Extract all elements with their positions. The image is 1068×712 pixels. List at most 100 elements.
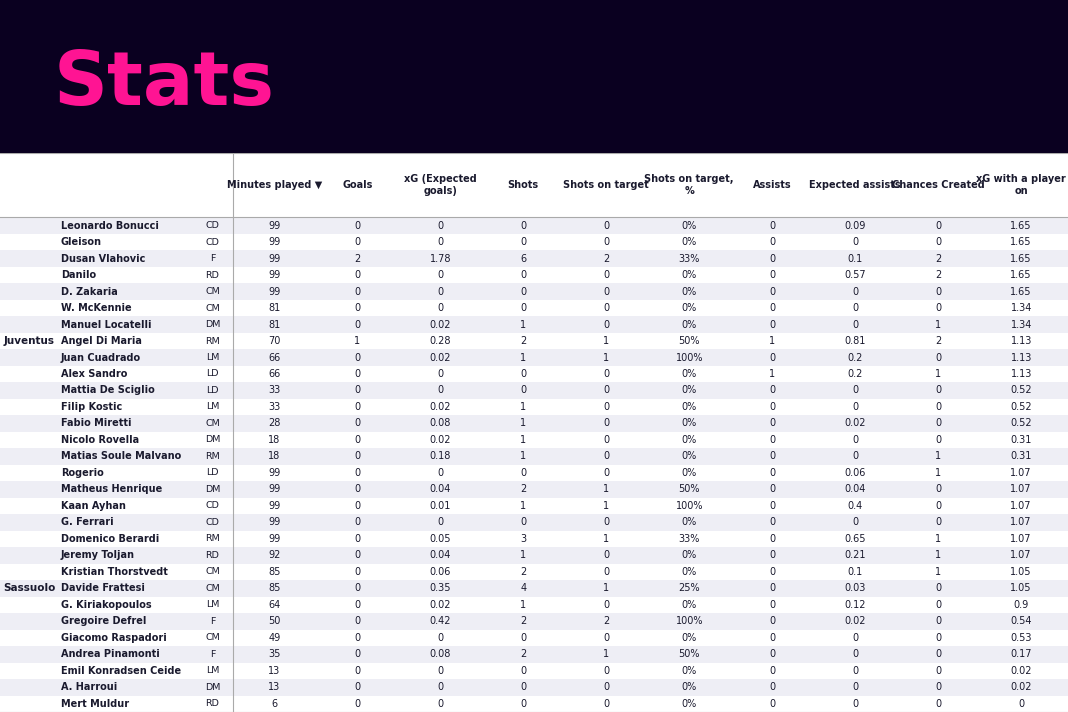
Text: 0: 0	[603, 221, 610, 231]
Text: 0: 0	[603, 666, 610, 676]
Text: Assists: Assists	[753, 180, 791, 190]
Bar	[0, 382, 1068, 399]
Text: 2: 2	[520, 484, 527, 494]
Text: 0: 0	[936, 419, 941, 429]
Text: DM: DM	[205, 436, 220, 444]
Text: Shots on target: Shots on target	[564, 180, 649, 190]
Bar	[0, 153, 1068, 217]
Text: 0.31: 0.31	[1010, 451, 1032, 461]
Text: 0: 0	[520, 385, 527, 395]
Text: 3: 3	[520, 534, 527, 544]
Bar	[0, 580, 1068, 597]
Bar	[0, 431, 1068, 448]
Text: 0: 0	[355, 698, 360, 708]
Text: Chances Created: Chances Created	[892, 180, 985, 190]
Text: 0: 0	[936, 518, 941, 528]
Text: 0.1: 0.1	[848, 567, 863, 577]
Text: 4: 4	[520, 583, 527, 593]
Text: 85: 85	[268, 567, 281, 577]
Text: Goals: Goals	[342, 180, 373, 190]
Text: 0: 0	[936, 286, 941, 297]
Text: 0: 0	[355, 419, 360, 429]
Text: 1.65: 1.65	[1010, 270, 1032, 280]
Text: 0: 0	[437, 303, 443, 313]
Text: 66: 66	[268, 352, 281, 362]
Text: 0: 0	[437, 518, 443, 528]
Text: 0: 0	[355, 385, 360, 395]
Text: 1.05: 1.05	[1010, 583, 1032, 593]
Text: 0: 0	[769, 352, 775, 362]
Text: 0: 0	[520, 698, 527, 708]
Text: 0.02: 0.02	[429, 352, 451, 362]
Text: RD: RD	[206, 271, 219, 280]
Text: 0: 0	[355, 468, 360, 478]
Text: 2: 2	[936, 270, 941, 280]
Bar	[0, 251, 1068, 267]
Text: 1.07: 1.07	[1010, 501, 1032, 511]
Text: DM: DM	[205, 683, 220, 692]
Text: 2: 2	[520, 336, 527, 346]
Text: 99: 99	[268, 484, 281, 494]
Text: 0.28: 0.28	[429, 336, 451, 346]
Text: 0%: 0%	[681, 698, 696, 708]
Bar	[0, 663, 1068, 679]
Text: 0: 0	[355, 320, 360, 330]
Text: 0: 0	[936, 385, 941, 395]
Text: 0%: 0%	[681, 221, 696, 231]
Text: RM: RM	[205, 337, 220, 345]
Text: 0.2: 0.2	[848, 352, 863, 362]
Text: 0.08: 0.08	[429, 419, 451, 429]
Text: 0: 0	[437, 221, 443, 231]
Text: CM: CM	[205, 584, 220, 593]
Text: 0.06: 0.06	[845, 468, 866, 478]
Text: 0: 0	[852, 649, 859, 659]
Text: 99: 99	[268, 221, 281, 231]
Text: 0: 0	[852, 666, 859, 676]
Text: 0: 0	[852, 451, 859, 461]
Text: 0: 0	[769, 303, 775, 313]
Text: Expected assists: Expected assists	[810, 180, 901, 190]
Text: RD: RD	[206, 551, 219, 560]
Text: 2: 2	[936, 336, 941, 346]
Text: 0: 0	[1018, 698, 1024, 708]
Text: Gregoire Defrel: Gregoire Defrel	[61, 617, 146, 627]
Text: 1.65: 1.65	[1010, 221, 1032, 231]
Text: LD: LD	[206, 468, 219, 478]
Text: 0.02: 0.02	[429, 402, 451, 412]
Text: 0.02: 0.02	[1010, 666, 1032, 676]
Text: Minutes played ▼: Minutes played ▼	[226, 180, 321, 190]
Text: 0%: 0%	[681, 518, 696, 528]
Text: 0: 0	[769, 451, 775, 461]
Text: 0: 0	[603, 286, 610, 297]
Text: 0.01: 0.01	[429, 501, 451, 511]
Bar	[0, 300, 1068, 316]
Text: Mert Muldur: Mert Muldur	[61, 698, 129, 708]
Text: 0.18: 0.18	[429, 451, 451, 461]
Text: 0%: 0%	[681, 468, 696, 478]
Text: 0.02: 0.02	[429, 320, 451, 330]
Text: 1: 1	[936, 320, 941, 330]
Text: 0%: 0%	[681, 435, 696, 445]
Text: 1.07: 1.07	[1010, 534, 1032, 544]
Text: 100%: 100%	[675, 501, 703, 511]
Text: 0: 0	[520, 270, 527, 280]
Text: A. Harroui: A. Harroui	[61, 682, 117, 692]
Text: 0: 0	[437, 385, 443, 395]
Text: 0: 0	[769, 385, 775, 395]
Text: 0%: 0%	[681, 550, 696, 560]
Text: 0%: 0%	[681, 682, 696, 692]
Bar	[0, 530, 1068, 547]
Text: 0.9: 0.9	[1014, 600, 1028, 609]
Text: 33: 33	[268, 385, 281, 395]
Text: 0: 0	[520, 369, 527, 379]
Text: 0: 0	[355, 352, 360, 362]
Text: CD: CD	[206, 238, 219, 246]
Text: Sassuolo: Sassuolo	[3, 583, 56, 593]
Bar	[0, 597, 1068, 613]
Text: 0%: 0%	[681, 369, 696, 379]
Text: 6: 6	[520, 253, 527, 263]
Text: 0%: 0%	[681, 419, 696, 429]
Text: 0%: 0%	[681, 402, 696, 412]
Text: 1: 1	[520, 320, 527, 330]
Bar	[0, 217, 1068, 234]
